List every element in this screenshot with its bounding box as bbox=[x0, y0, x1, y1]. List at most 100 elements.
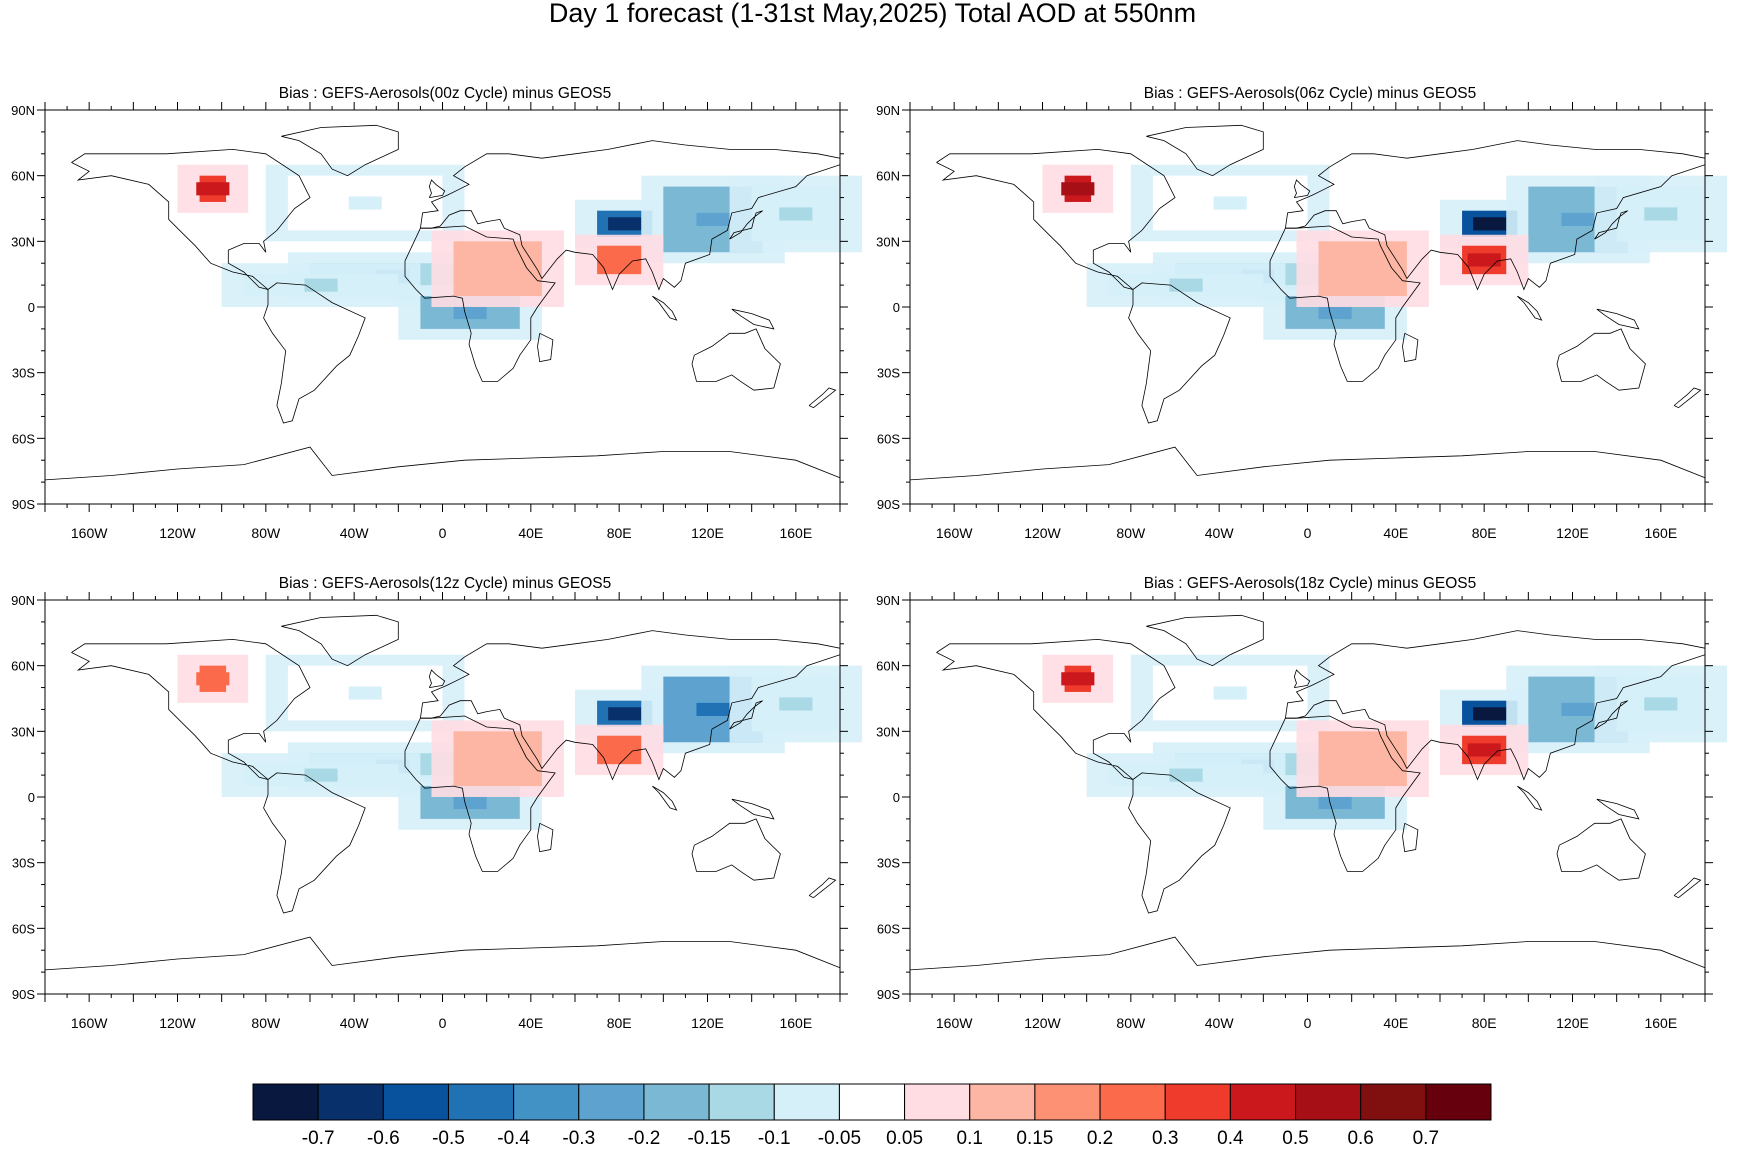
lon-tick-label: 160W bbox=[71, 1015, 108, 1031]
lon-tick-label: 120W bbox=[1024, 525, 1061, 541]
coastline bbox=[1673, 387, 1702, 409]
bias-core bbox=[1318, 795, 1352, 810]
lon-tick-label: 40E bbox=[518, 525, 543, 541]
coastline bbox=[808, 877, 837, 899]
bias-core bbox=[602, 253, 636, 267]
bias-region bbox=[177, 164, 249, 213]
coastline bbox=[71, 148, 311, 290]
map-panel-00z: Bias : GEFS-Aerosols(00z Cycle) minus GE… bbox=[0, 85, 880, 575]
bias-core bbox=[453, 305, 487, 320]
coastline bbox=[1594, 210, 1628, 240]
colorbar-swatch bbox=[317, 1083, 384, 1121]
bias-core bbox=[779, 207, 813, 221]
colorbar-label: -0.3 bbox=[562, 1128, 596, 1149]
bias-core bbox=[453, 795, 487, 810]
bias-core bbox=[779, 697, 813, 711]
coastline bbox=[263, 772, 366, 914]
panel-title: Bias : GEFS-Aerosols(12z Cycle) minus GE… bbox=[278, 575, 612, 592]
coastline bbox=[909, 446, 1706, 481]
lon-tick-label: 160W bbox=[936, 1015, 973, 1031]
bias-core bbox=[696, 702, 730, 717]
lat-tick-label: 0 bbox=[893, 300, 900, 315]
colorbar-swatch bbox=[252, 1083, 319, 1121]
bias-region bbox=[1296, 720, 1429, 797]
lat-tick-label: 90N bbox=[876, 593, 900, 608]
bias-map: 90N 60N 30N 0 30S 60S 90S 160W 120W 80W 40W 0 40E 80E… bbox=[876, 592, 1728, 1031]
coastline bbox=[808, 387, 837, 409]
colorbar-swatch bbox=[578, 1083, 645, 1121]
coastline bbox=[263, 282, 366, 424]
lat-tick-label: 90S bbox=[877, 497, 900, 512]
colorbar-swatch bbox=[773, 1083, 840, 1121]
lon-tick-label: 160W bbox=[936, 525, 973, 541]
coastline bbox=[1556, 328, 1646, 391]
coastline bbox=[537, 822, 554, 853]
bias-region bbox=[265, 164, 465, 242]
lon-tick-label: 40E bbox=[1383, 525, 1408, 541]
lat-tick-label: 60N bbox=[11, 169, 35, 184]
lon-tick-label: 120W bbox=[159, 525, 196, 541]
coastline bbox=[404, 225, 556, 382]
bias-region bbox=[575, 234, 664, 286]
coastline bbox=[44, 936, 841, 971]
colorbar-label: 0.15 bbox=[1016, 1128, 1054, 1149]
coastline bbox=[1146, 124, 1264, 177]
bias-region bbox=[1130, 654, 1330, 732]
lat-tick-label: 90N bbox=[11, 593, 35, 608]
colorbar-label: 0.2 bbox=[1086, 1128, 1114, 1149]
colorbar-swatch bbox=[1360, 1083, 1427, 1121]
colorbar-swatch bbox=[643, 1083, 710, 1121]
lon-tick-label: 0 bbox=[439, 525, 447, 541]
colorbar-label: -0.2 bbox=[627, 1128, 661, 1149]
coastline bbox=[281, 614, 399, 667]
bias-core bbox=[304, 768, 338, 782]
colorbar-label: 0.7 bbox=[1412, 1128, 1440, 1149]
lon-tick-label: 160E bbox=[1644, 1015, 1677, 1031]
lon-tick-label: 40W bbox=[340, 1015, 370, 1031]
bias-core bbox=[1061, 672, 1095, 686]
coastline bbox=[1517, 295, 1543, 321]
colorbar-label: 0.3 bbox=[1151, 1128, 1179, 1149]
bias-region bbox=[265, 654, 465, 732]
coastline bbox=[1402, 332, 1419, 363]
bias-core bbox=[1213, 686, 1247, 700]
lon-tick-label: 40W bbox=[1205, 525, 1235, 541]
lat-tick-label: 60S bbox=[12, 921, 35, 936]
coastline bbox=[936, 148, 1176, 290]
lon-tick-label: 40E bbox=[1383, 1015, 1408, 1031]
bias-core bbox=[602, 743, 636, 757]
lat-tick-label: 90S bbox=[12, 987, 35, 1002]
colorbar-swatch bbox=[904, 1083, 971, 1121]
coastline bbox=[537, 332, 554, 363]
bias-region bbox=[1130, 164, 1330, 242]
lon-tick-label: 80E bbox=[607, 1015, 632, 1031]
colorbar-swatch bbox=[1425, 1083, 1492, 1121]
lat-tick-label: 0 bbox=[28, 790, 35, 805]
coastline bbox=[1146, 614, 1264, 667]
bias-core bbox=[481, 262, 515, 276]
lat-tick-label: 30S bbox=[12, 856, 35, 871]
coastline bbox=[1596, 798, 1640, 820]
bias-core bbox=[1467, 253, 1501, 267]
lon-tick-label: 80W bbox=[251, 525, 281, 541]
bias-region bbox=[177, 654, 249, 703]
lat-tick-label: 60N bbox=[11, 659, 35, 674]
lat-tick-label: 0 bbox=[893, 790, 900, 805]
coastline bbox=[1673, 877, 1702, 899]
lat-tick-label: 30N bbox=[11, 234, 35, 249]
bias-region bbox=[431, 720, 564, 797]
panel-title: Bias : GEFS-Aerosols(00z Cycle) minus GE… bbox=[278, 85, 612, 102]
lon-tick-label: 0 bbox=[1304, 1015, 1312, 1031]
bias-region bbox=[575, 724, 664, 776]
colorbar-swatch bbox=[708, 1083, 775, 1121]
bias-region bbox=[1594, 175, 1728, 253]
bias-region bbox=[221, 263, 421, 307]
colorbar-label: -0.15 bbox=[687, 1128, 731, 1149]
colorbar-swatch bbox=[1099, 1083, 1166, 1121]
colorbar bbox=[252, 1083, 1492, 1121]
lon-tick-label: 40W bbox=[1205, 1015, 1235, 1031]
lat-tick-label: 30N bbox=[11, 724, 35, 739]
lat-tick-label: 60S bbox=[12, 431, 35, 446]
lat-tick-label: 60S bbox=[877, 431, 900, 446]
lat-tick-label: 30S bbox=[877, 366, 900, 381]
